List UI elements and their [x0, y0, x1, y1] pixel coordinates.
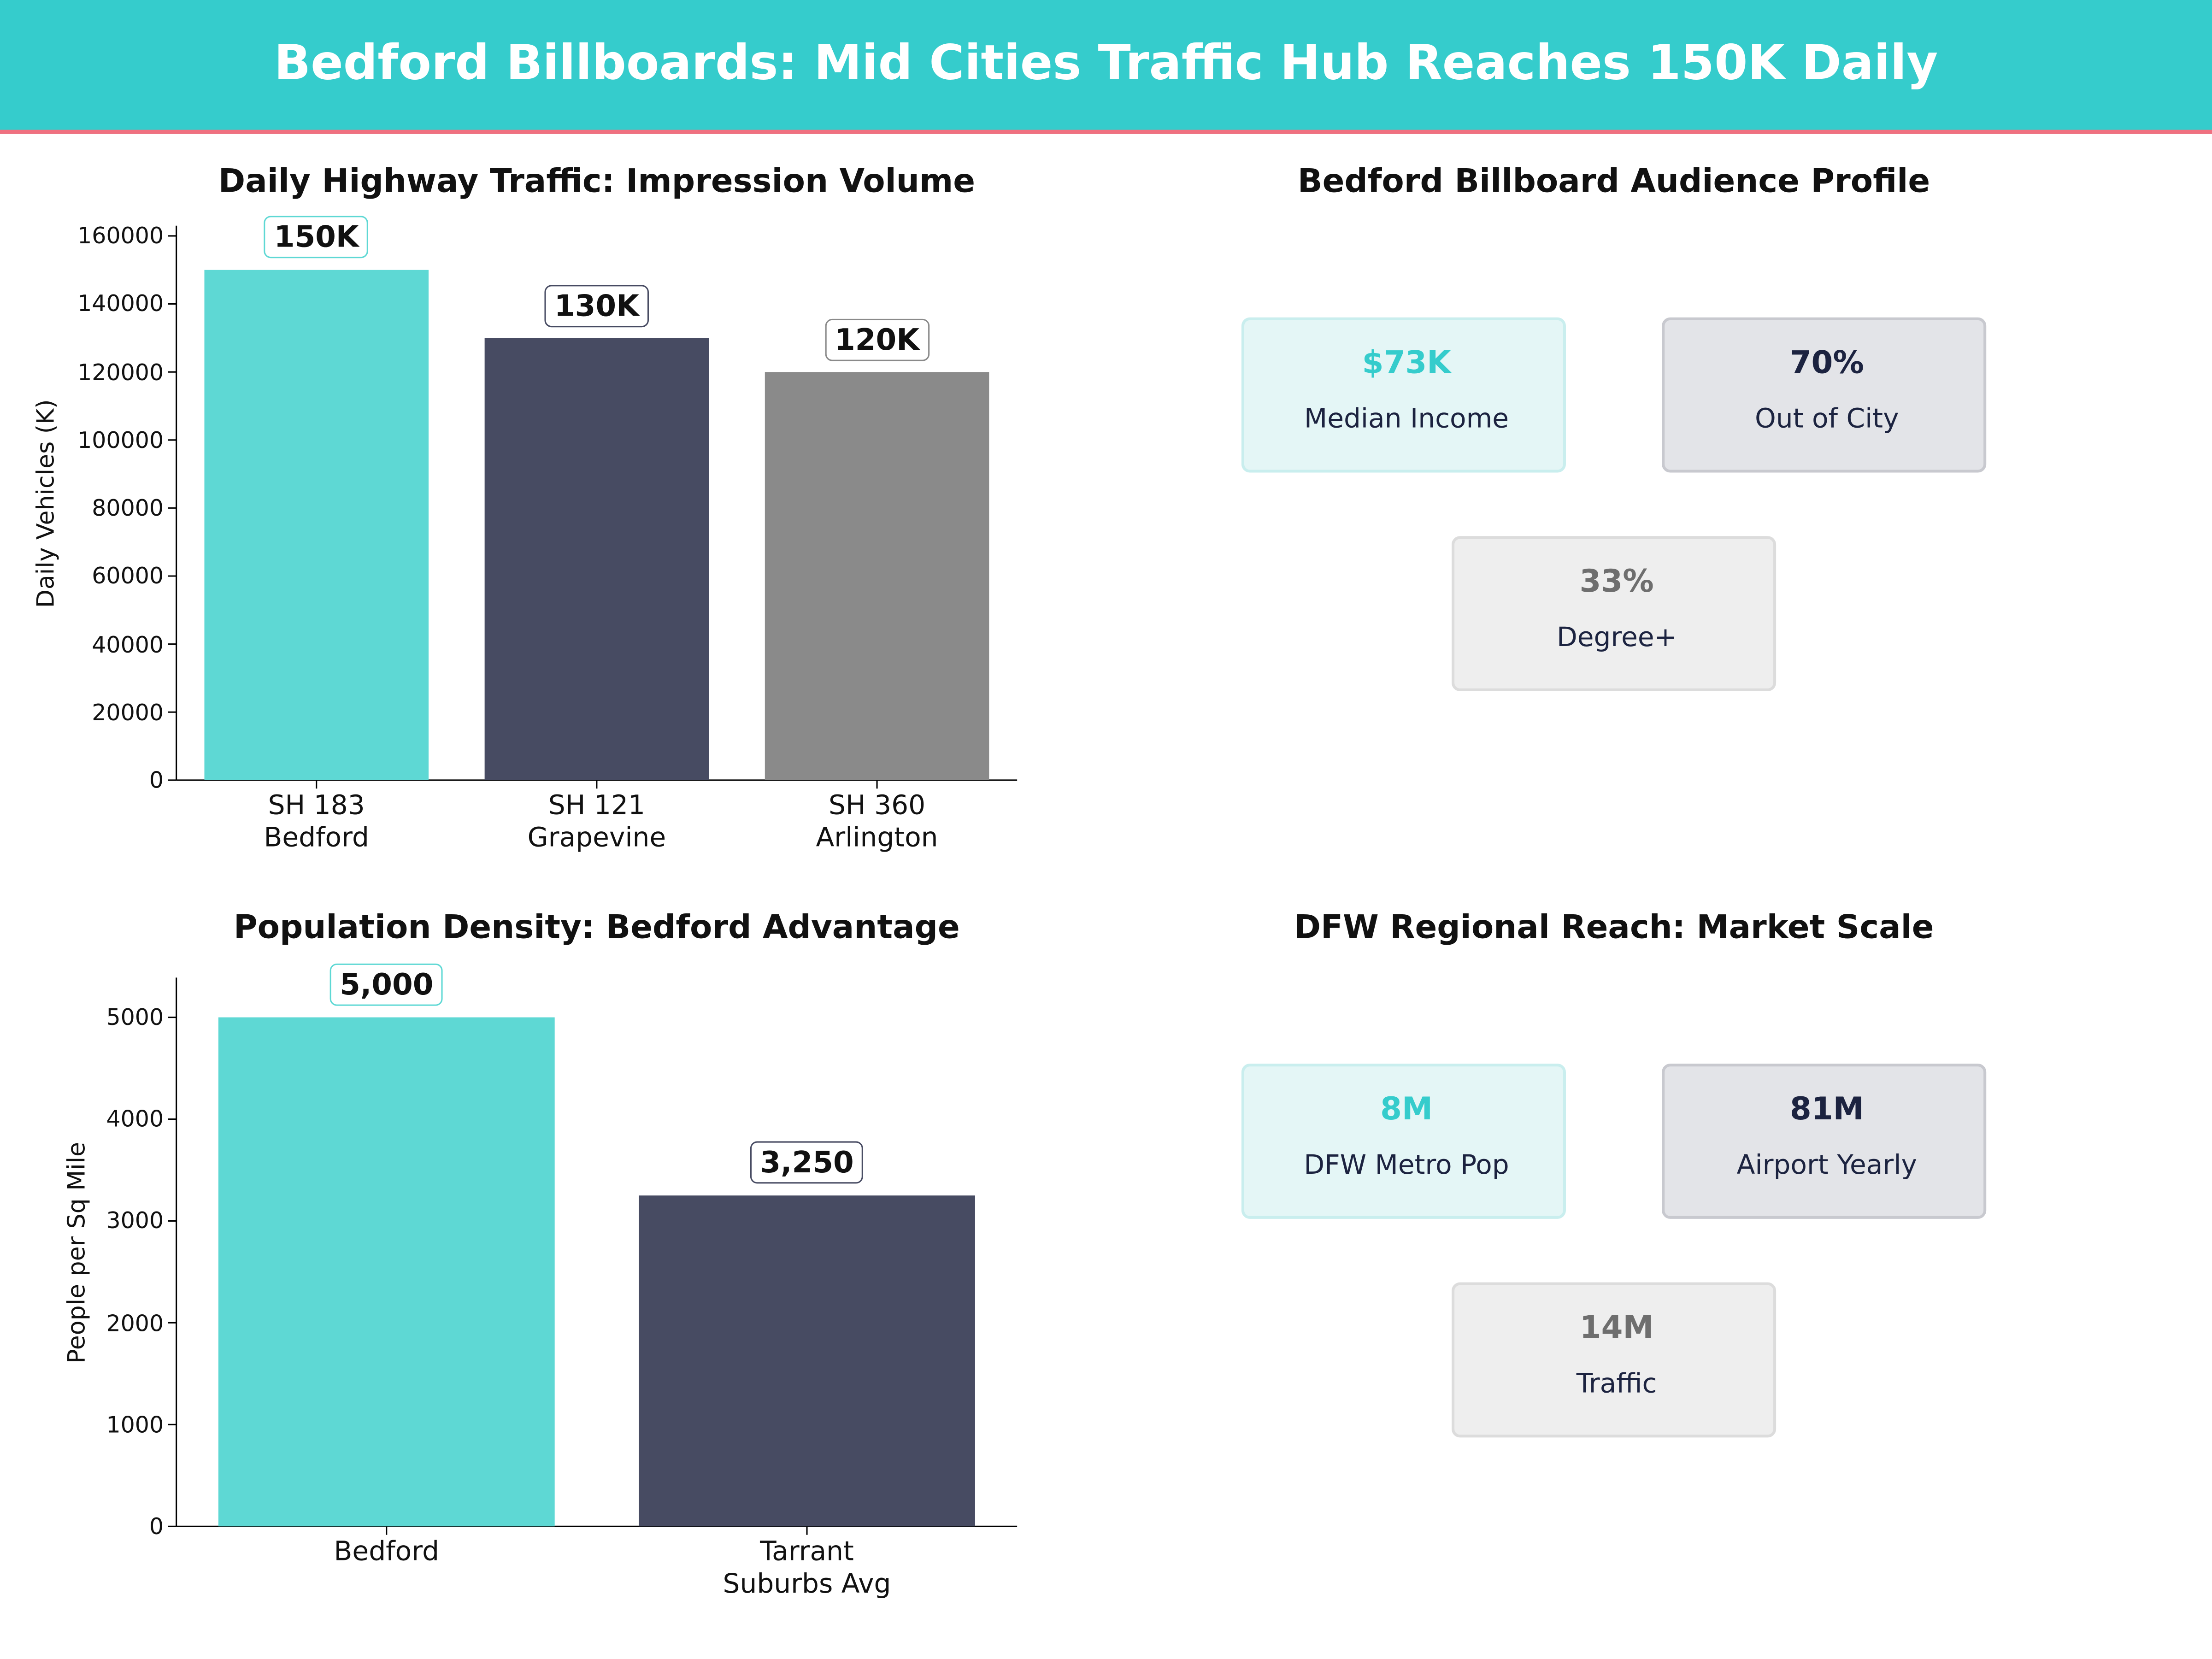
y-tick-label: 40000 [92, 630, 164, 658]
panel-title: Bedford Billboard Audience Profile [1297, 164, 1930, 200]
y-tick-label: 4000 [106, 1106, 164, 1133]
stat-value: 81M [1789, 1092, 1864, 1128]
stat-card: $73K Median Income [1241, 317, 1566, 473]
stat-label: Degree+ [1556, 622, 1677, 653]
y-tick-label: 100000 [77, 426, 164, 453]
stat-card: 8M DFW Metro Pop [1241, 1064, 1566, 1219]
stat-card: 14M Traffic [1452, 1282, 1777, 1438]
stat-label: Traffic [1576, 1368, 1657, 1400]
x-tick-label: Bedford [334, 1536, 440, 1568]
y-axis-label: Daily Vehicles (K) [32, 398, 61, 607]
y-tick-label: 120000 [77, 359, 164, 386]
y-tick-label: 80000 [92, 494, 164, 522]
y-tick-label: 1000 [106, 1411, 164, 1438]
stat-value: 14M [1579, 1311, 1654, 1347]
y-tick-label: 0 [149, 766, 164, 794]
y-tick-label: 20000 [92, 699, 164, 726]
y-tick-label: 2000 [106, 1309, 164, 1336]
y-tick-label: 0 [149, 1513, 164, 1540]
stat-value: 33% [1579, 565, 1654, 600]
y-tick-label: 160000 [77, 222, 164, 249]
bar [639, 1195, 975, 1527]
x-tick-label: Tarrant Suburbs Avg [723, 1536, 891, 1600]
value-label: 5,000 [329, 964, 443, 1006]
y-tick-label: 60000 [92, 562, 164, 590]
y-tick-label: 5000 [106, 1004, 164, 1031]
bar [218, 1017, 555, 1527]
value-label: 150K [264, 216, 369, 259]
stat-label: Median Income [1304, 403, 1509, 435]
stat-label: Out of City [1755, 403, 1899, 435]
value-label: 3,250 [750, 1141, 864, 1184]
stat-value: 70% [1789, 346, 1864, 382]
x-tick-label: SH 360 Arlington [816, 790, 938, 854]
stat-label: DFW Metro Pop [1304, 1149, 1509, 1181]
bar [765, 372, 989, 780]
chart-title: Daily Highway Traffic: Impression Volume [218, 164, 976, 200]
header-bar [0, 0, 2212, 134]
y-tick-label: 140000 [77, 290, 164, 318]
chart-title: Population Density: Bedford Advantage [234, 910, 960, 947]
stat-value: 8M [1380, 1092, 1433, 1128]
value-label: 120K [824, 318, 930, 361]
stat-value: $73K [1362, 346, 1451, 382]
stat-card: 70% Out of City [1662, 317, 1987, 473]
x-tick-label: SH 183 Bedford [264, 790, 369, 854]
stat-card: 81M Airport Yearly [1662, 1064, 1987, 1219]
stat-label: Airport Yearly [1736, 1149, 1917, 1181]
bar [484, 338, 709, 780]
y-axis-label: People per Sq Mile [63, 1141, 92, 1363]
header-title: Bedford Billboards: Mid Cities Traffic H… [274, 35, 1938, 92]
bar [204, 270, 429, 780]
panel-title: DFW Regional Reach: Market Scale [1294, 910, 1934, 947]
x-tick-label: SH 121 Grapevine [527, 790, 666, 854]
stat-card: 33% Degree+ [1452, 536, 1777, 691]
value-label: 130K [544, 284, 649, 327]
y-tick-label: 3000 [106, 1207, 164, 1235]
